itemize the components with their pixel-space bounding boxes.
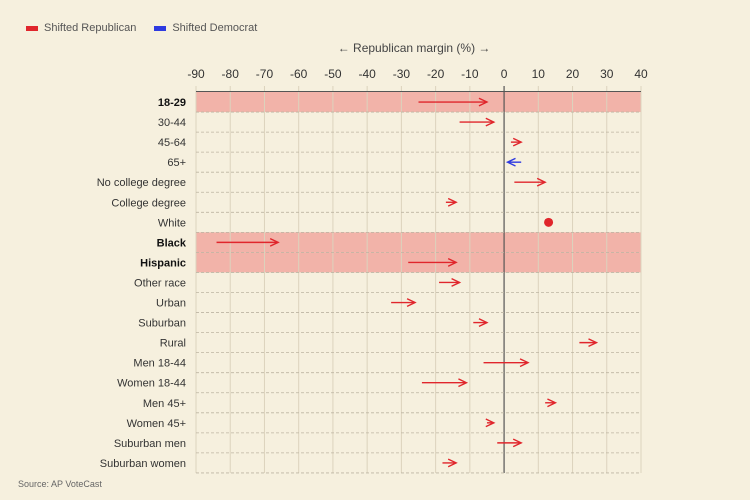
arrow-head bbox=[447, 257, 458, 267]
arrow-head bbox=[406, 298, 417, 307]
arrow-head bbox=[519, 358, 530, 368]
legend-swatch-democrat bbox=[154, 25, 167, 31]
row-label: White bbox=[158, 217, 186, 229]
row-label: 65+ bbox=[167, 157, 186, 169]
row-label: 30-44 bbox=[158, 117, 186, 129]
arrow-head bbox=[447, 458, 458, 468]
row-label: Urban bbox=[156, 298, 186, 310]
x-tick-label: 40 bbox=[634, 67, 648, 81]
x-tick-label: -70 bbox=[256, 67, 274, 81]
legend-item-republican: Shifted Republican bbox=[26, 22, 136, 34]
arrow-head bbox=[588, 338, 599, 348]
row-label: Suburban bbox=[138, 318, 186, 330]
source-note: Source: AP VoteCast bbox=[18, 479, 102, 489]
x-tick-label: 10 bbox=[532, 67, 546, 81]
row-label: Men 45+ bbox=[143, 398, 186, 410]
legend-label-democrat: Shifted Democrat bbox=[172, 22, 258, 34]
legend: Shifted Republican Shifted Democrat bbox=[26, 22, 275, 34]
row-label: Suburban men bbox=[114, 438, 186, 450]
row-label: Women 18-44 bbox=[117, 378, 186, 390]
x-tick-label: -10 bbox=[461, 67, 479, 81]
marker-point bbox=[544, 217, 554, 227]
arrow-head bbox=[505, 157, 516, 167]
x-tick-label: 30 bbox=[600, 67, 614, 81]
legend-label-republican: Shifted Republican bbox=[44, 22, 137, 34]
row-label: Rural bbox=[160, 338, 186, 350]
x-tick-label: 0 bbox=[501, 67, 508, 81]
arrow-head bbox=[478, 97, 489, 107]
row-label: Men 18-44 bbox=[133, 358, 186, 370]
x-tick-label: -50 bbox=[324, 67, 342, 81]
legend-item-democrat: Shifted Democrat bbox=[154, 22, 257, 34]
arrow-head bbox=[512, 137, 523, 147]
arrow-head bbox=[485, 117, 496, 127]
row-label: Other race bbox=[134, 277, 186, 289]
legend-swatch-republican bbox=[26, 25, 38, 31]
arrow-head bbox=[478, 318, 489, 328]
highlight-band bbox=[196, 232, 641, 253]
row-label: Suburban women bbox=[100, 458, 186, 470]
row-label: No college degree bbox=[97, 177, 186, 189]
x-tick-label: -40 bbox=[358, 67, 376, 81]
x-tick-label: -30 bbox=[393, 67, 411, 81]
x-tick-label: -80 bbox=[222, 67, 240, 81]
row-label: 45-64 bbox=[158, 137, 186, 149]
arrow-head bbox=[458, 378, 469, 388]
x-tick-label: -90 bbox=[187, 67, 205, 81]
row-label: 18-29 bbox=[158, 97, 186, 109]
x-axis-label: ← Republican margin (%) → bbox=[338, 41, 491, 55]
x-tick-label: -20 bbox=[427, 67, 445, 81]
row-label: Black bbox=[157, 237, 187, 249]
arrow-head bbox=[536, 177, 547, 187]
arrow-head bbox=[547, 398, 558, 408]
x-tick-label: 20 bbox=[566, 67, 580, 81]
arrow-head bbox=[269, 237, 280, 247]
arrow-head bbox=[485, 418, 496, 428]
arrow-head bbox=[447, 197, 458, 207]
arrow-head bbox=[512, 438, 523, 448]
arrow-head bbox=[451, 278, 462, 287]
row-label: Hispanic bbox=[140, 257, 186, 269]
row-label: Women 45+ bbox=[127, 418, 186, 430]
x-tick-label: -60 bbox=[290, 67, 308, 81]
row-label: College degree bbox=[111, 197, 186, 209]
